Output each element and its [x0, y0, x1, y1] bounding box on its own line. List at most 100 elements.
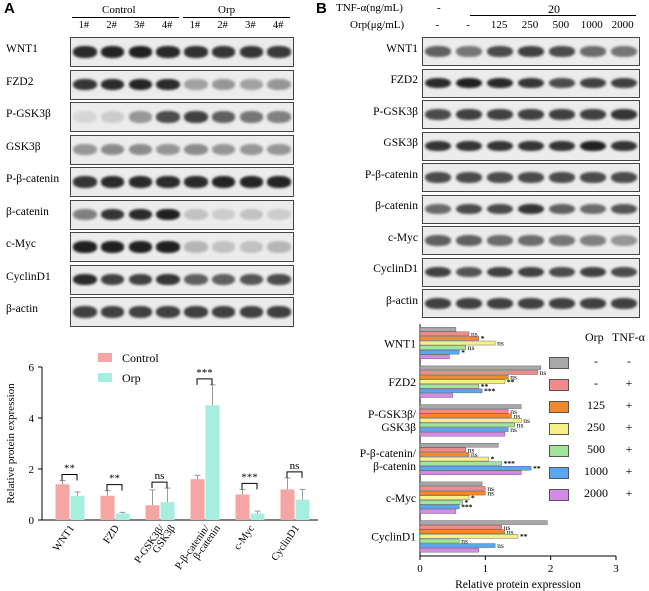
blot-band — [211, 143, 236, 156]
category-label: FZD — [102, 523, 123, 546]
hbar-fzd2-0 — [419, 365, 542, 371]
legend-tnf-value: + — [625, 376, 633, 390]
blot-band — [456, 298, 483, 309]
blot-band — [267, 176, 291, 188]
blot-band — [267, 208, 291, 221]
lane-label: 4# — [272, 20, 284, 31]
blot-band — [548, 203, 575, 215]
sig-label: ns — [510, 407, 517, 416]
tnf-value: 20 — [548, 2, 560, 16]
blot-band — [156, 208, 180, 221]
blot-b-strip-catenin — [422, 194, 640, 224]
hbar-p-catenin-catenin-1 — [419, 447, 466, 453]
hbar-p-catenin-catenin-3 — [419, 456, 489, 462]
blot-a-label-p-gsk3: P-GSK3β — [6, 108, 51, 120]
blot-band — [487, 172, 514, 183]
legend-orp-value: - — [594, 376, 598, 390]
blot-band — [73, 78, 97, 91]
panel-a-letter: A — [4, 0, 15, 17]
blot-b-label-actin: β-actin — [385, 294, 418, 307]
blot-a-strip-p-catenin — [70, 167, 294, 197]
category-label: WNT1 — [384, 338, 416, 350]
lane-label: 2# — [217, 20, 228, 31]
blot-band — [610, 109, 637, 120]
blot-a-strip-gsk3 — [70, 134, 294, 165]
lane-label: 2# — [106, 20, 117, 31]
sig-label: ns — [513, 411, 520, 420]
blot-band — [456, 77, 483, 89]
blot-band — [456, 203, 483, 215]
blot-b-strip-c-myc — [422, 226, 640, 255]
blot-a-strip-p-gsk3 — [70, 102, 294, 132]
panel-b-letter: B — [316, 0, 327, 17]
lane-label: 1# — [189, 20, 201, 31]
sig-label: ** — [507, 377, 515, 386]
blot-band — [128, 241, 153, 253]
bar-control-cyclind1 — [280, 489, 295, 520]
orp-dose-label: Orp(μg/mL) — [350, 19, 405, 31]
sig-label: ns — [510, 425, 517, 434]
blot-band — [100, 241, 125, 253]
blot-band — [156, 46, 180, 58]
category-label: WNT1 — [51, 523, 77, 553]
hbar-p-gsk3-gsk3-1 — [419, 408, 509, 414]
dose-label: 1000 — [580, 19, 603, 31]
legend-orp-value: 250 — [587, 420, 605, 434]
tnf-line — [470, 15, 636, 16]
sig-label: *** — [484, 387, 496, 396]
blot-a-strip-catenin — [70, 199, 294, 230]
hbar-c-myc-3 — [419, 495, 470, 500]
sig-label: ns — [497, 541, 504, 550]
hbar-p-gsk3-gsk3-6 — [419, 431, 506, 437]
blot-band — [425, 266, 452, 278]
sig-label: *** — [241, 471, 258, 483]
hbar-cyclind1-0 — [419, 520, 548, 525]
blot-band — [267, 78, 291, 91]
bar-control-wnt1 — [55, 484, 70, 520]
blot-band — [579, 77, 606, 89]
sig-label: *** — [461, 503, 473, 512]
sig-label: ns — [517, 421, 524, 430]
blot-b-strip-actin — [422, 289, 640, 318]
blot-a-strip-actin — [70, 297, 294, 327]
sig-label: ** — [533, 464, 541, 473]
blot-a-strip-fzd2 — [70, 69, 294, 100]
blot-band — [128, 176, 153, 188]
blot-band — [239, 176, 264, 188]
blot-a-label-gsk3: GSK3β — [6, 140, 41, 153]
blot-a-label-cyclind1: CyclinD1 — [6, 270, 51, 283]
blot-band — [548, 298, 575, 309]
blot-band — [239, 273, 264, 286]
hbar-c-myc-0 — [419, 481, 483, 487]
tnf-dash: - — [437, 2, 441, 14]
category-label: c-Myc — [386, 493, 416, 505]
sig-label: ** — [109, 473, 120, 485]
blot-band — [73, 143, 97, 156]
blot-band — [487, 109, 514, 120]
blot-band — [425, 109, 452, 120]
blot-b-strip-p-gsk3 — [422, 100, 640, 129]
blot-b-label-p-catenin: P-β-catenin — [364, 168, 418, 181]
hbar-wnt1-0 — [419, 327, 457, 332]
blot-band — [579, 235, 606, 246]
blot-band — [267, 273, 291, 286]
sig-label: ns — [468, 343, 475, 352]
sig-label: ns — [290, 460, 300, 472]
blot-band — [100, 176, 125, 188]
lane-label: 3# — [134, 20, 145, 31]
blot-band — [100, 143, 125, 156]
blot-band — [211, 208, 236, 221]
legend-label-orp: Orp — [122, 371, 141, 385]
blot-a-strip-cyclind1 — [70, 264, 294, 295]
hbar-cyclind1-3 — [419, 534, 519, 539]
category-label: β-catenin — [373, 461, 416, 473]
blot-band — [579, 46, 606, 57]
blot-band — [425, 235, 452, 246]
blot-b-strip-fzd2 — [422, 68, 640, 98]
blot-band — [518, 77, 544, 89]
blot-band — [73, 306, 97, 318]
blot-band — [518, 203, 544, 215]
blot-band — [211, 111, 236, 123]
blot-band — [518, 235, 544, 246]
sig-label: ns — [487, 484, 494, 493]
